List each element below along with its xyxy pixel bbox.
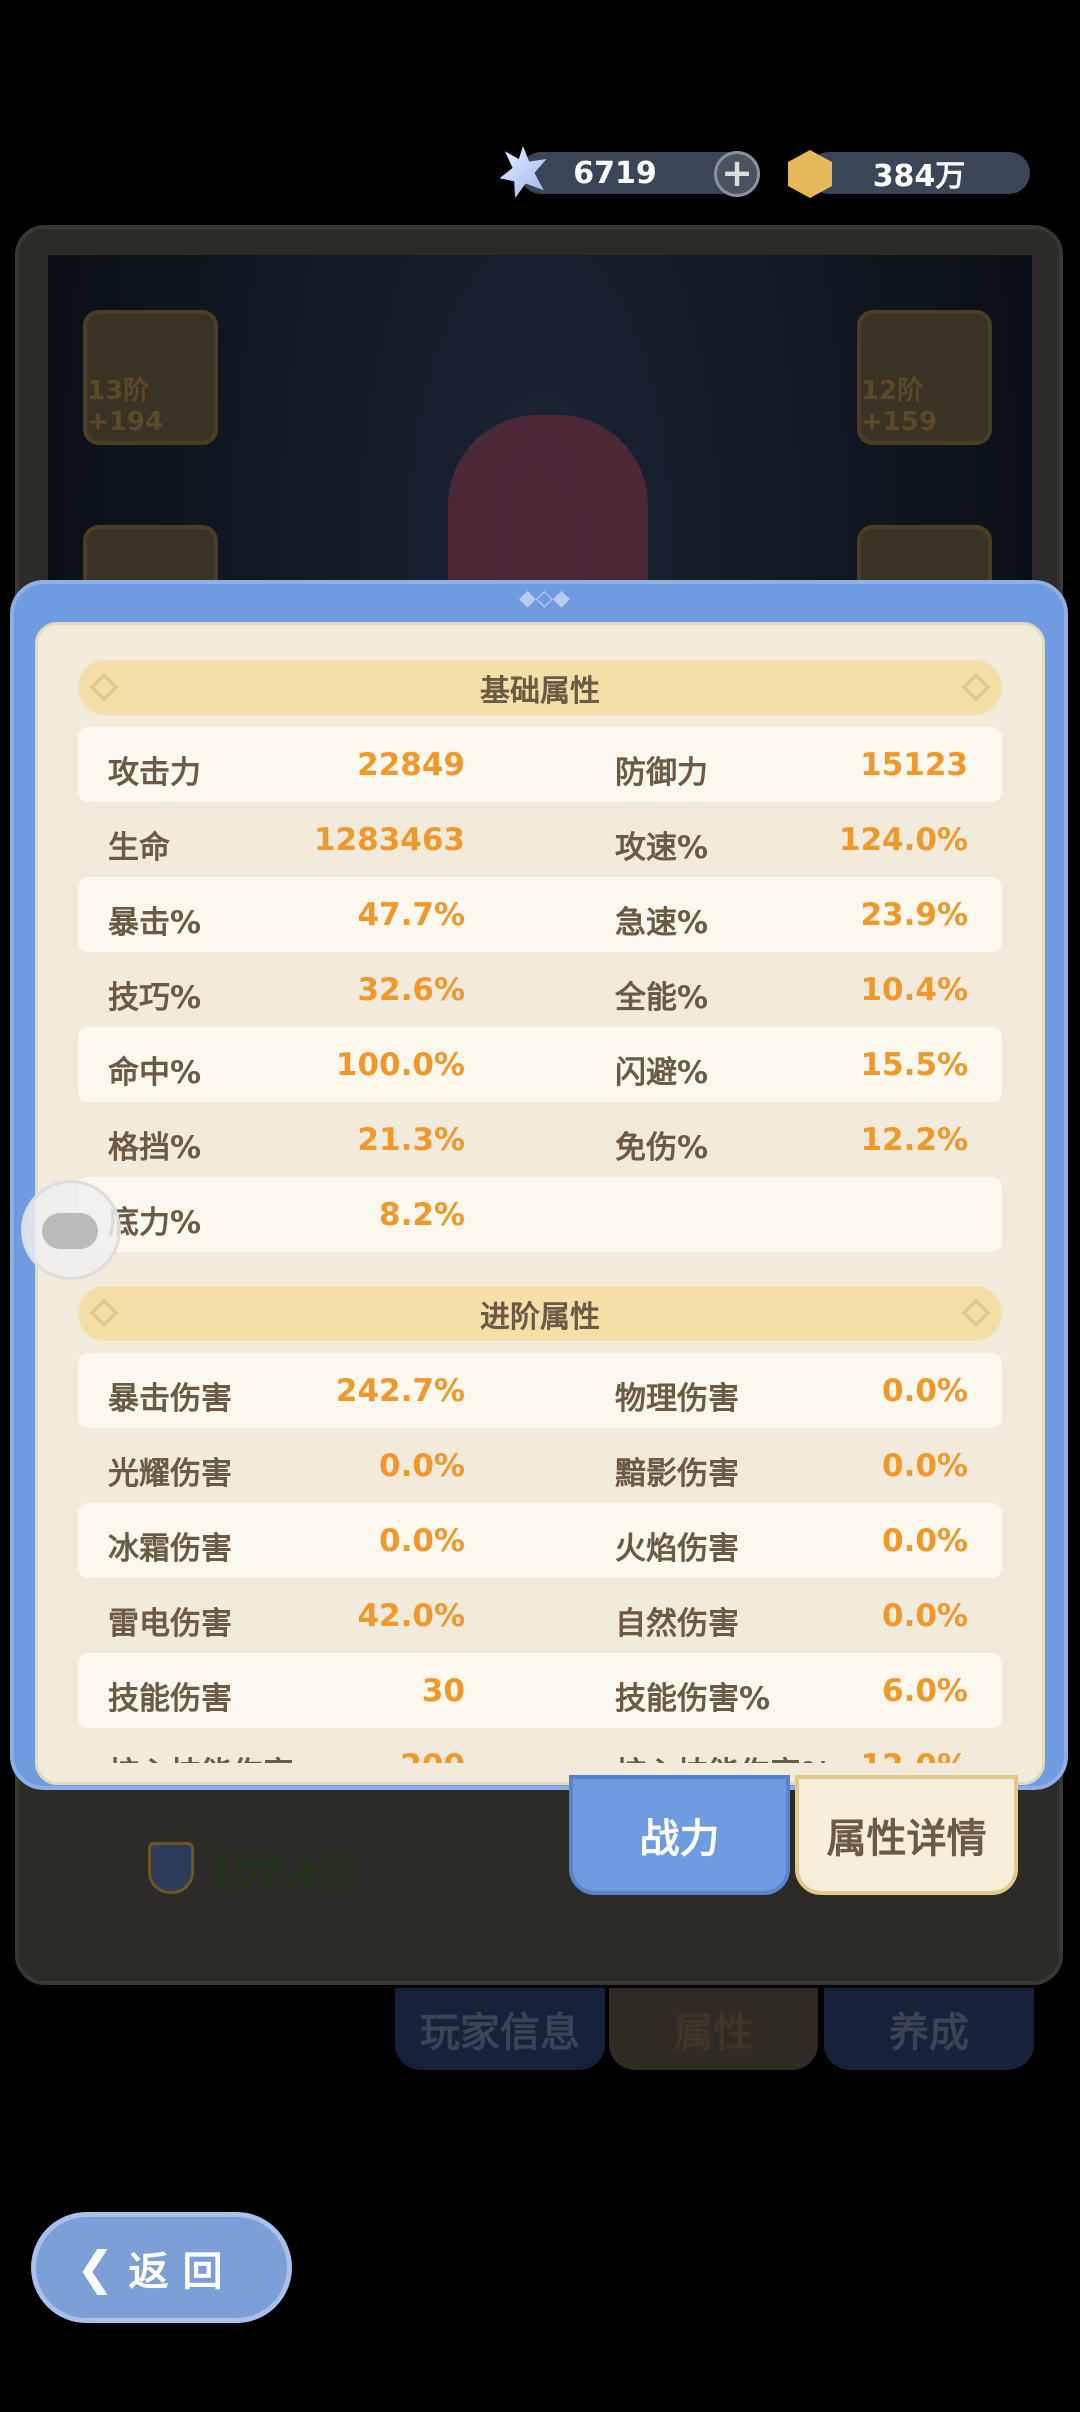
- shield-sword-icon: [148, 1842, 194, 1894]
- section-header: 基础属性: [78, 660, 1002, 715]
- attribute-label: 急速%: [615, 905, 709, 941]
- attribute-value: 12.2%: [860, 1122, 968, 1158]
- tab-power[interactable]: 战力: [569, 1775, 790, 1895]
- attribute-row: 格挡% 21.3% 免伤% 12.2%: [78, 1102, 1002, 1177]
- attribute-label: 技能伤害%: [615, 1681, 771, 1717]
- diamond-icon: [961, 1298, 991, 1328]
- attribute-label: 核心技能伤害%: [615, 1748, 832, 1763]
- attribute-row: 技巧% 32.6% 全能% 10.4%: [78, 952, 1002, 1027]
- tab-develop[interactable]: 养成: [824, 1988, 1034, 2070]
- attribute-row: 技能伤害 30 技能伤害% 6.0%: [78, 1653, 1002, 1728]
- attribute-label: 攻速%: [615, 830, 709, 866]
- attribute-value: 47.7%: [357, 897, 465, 933]
- attribute-label: 黯影伤害: [615, 1456, 739, 1492]
- gem-count: 6719: [573, 155, 657, 191]
- attribute-value: 0.0%: [882, 1523, 968, 1559]
- power-value: 107.4万: [210, 1854, 352, 1894]
- attribute-label: 技巧%: [108, 980, 202, 1016]
- tab-attribute-details[interactable]: 属性详情: [795, 1775, 1018, 1895]
- attribute-label: 火焰伤害: [615, 1531, 739, 1567]
- attribute-label: 格挡%: [108, 1130, 202, 1166]
- attribute-row: 核心技能伤害 200 核心技能伤害% 12.0%: [78, 1728, 1002, 1763]
- attribute-value: 0.0%: [379, 1448, 465, 1484]
- attribute-label: 生命: [108, 830, 170, 866]
- attribute-label: 防御力: [615, 755, 708, 791]
- attribute-value: 124.0%: [838, 822, 968, 858]
- attribute-row: 冰霜伤害 0.0% 火焰伤害 0.0%: [78, 1503, 1002, 1578]
- plus-icon[interactable]: +: [714, 151, 760, 197]
- attribute-label: 冰霜伤害: [108, 1531, 232, 1567]
- attribute-value: 0.0%: [882, 1373, 968, 1409]
- attribute-value: 6.0%: [882, 1673, 968, 1709]
- attribute-value: 242.7%: [335, 1373, 465, 1409]
- attribute-value: 23.9%: [860, 897, 968, 933]
- attribute-value: 0.0%: [882, 1448, 968, 1484]
- section-title: 基础属性: [480, 673, 600, 709]
- attribute-row: 生命 1283463 攻速% 124.0%: [78, 802, 1002, 877]
- attribute-label: 免伤%: [615, 1130, 709, 1166]
- attribute-row: 暴击伤害 242.7% 物理伤害 0.0%: [78, 1353, 1002, 1428]
- diamond-ornament-icon: ◆◇◆: [519, 586, 570, 611]
- attribute-label: 攻击力: [108, 755, 201, 791]
- attribute-label: 光耀伤害: [108, 1456, 232, 1492]
- equipment-slot-2[interactable]: 12阶+159: [857, 310, 992, 445]
- attribute-value: 15.5%: [860, 1047, 968, 1083]
- attribute-value: 21.3%: [357, 1122, 465, 1158]
- attribute-value: 100.0%: [335, 1047, 465, 1083]
- attributes-list[interactable]: 基础属性攻击力 22849 防御力 15123 生命 1283463 攻速% 124.0% 暴击…: [78, 655, 1002, 1763]
- diamond-icon: [89, 1298, 119, 1328]
- attribute-row: 雷电伤害 42.0% 自然伤害 0.0%: [78, 1578, 1002, 1653]
- attribute-label: 命中%: [108, 1055, 202, 1091]
- chat-icon: [42, 1213, 98, 1249]
- attribute-value: 10.4%: [860, 972, 968, 1008]
- diamond-icon: [89, 672, 119, 702]
- attribute-label: 雷电伤害: [108, 1606, 232, 1642]
- section-header: 进阶属性: [78, 1286, 1002, 1341]
- gold-counter: 384万: [808, 152, 1030, 194]
- attribute-value: 12.0%: [860, 1748, 968, 1763]
- chat-bubble-button[interactable]: [21, 1180, 121, 1280]
- attribute-row: 暴击% 47.7% 急速% 23.9%: [78, 877, 1002, 952]
- attribute-value: 200: [400, 1748, 465, 1763]
- attribute-label: 暴击伤害: [108, 1381, 232, 1417]
- attribute-value: 0.0%: [379, 1523, 465, 1559]
- attribute-value: 32.6%: [357, 972, 465, 1008]
- attribute-label: 核心技能伤害: [108, 1748, 294, 1763]
- back-button[interactable]: ❮ 返 回: [31, 2212, 292, 2323]
- gold-count: 384万: [872, 159, 966, 194]
- attribute-value: 1283463: [314, 822, 465, 858]
- attribute-row: 光耀伤害 0.0% 黯影伤害 0.0%: [78, 1428, 1002, 1503]
- attribute-value: 8.2%: [379, 1197, 465, 1233]
- attribute-label: 物理伤害: [615, 1381, 739, 1417]
- attribute-value: 0.0%: [882, 1598, 968, 1634]
- tab-attributes[interactable]: 属性: [609, 1988, 818, 2070]
- attribute-label: 全能%: [615, 980, 709, 1016]
- equipment-level: 13阶+194: [87, 376, 164, 437]
- attribute-label: 自然伤害: [615, 1606, 739, 1642]
- equipment-level: 12阶+159: [861, 376, 938, 437]
- tab-player-info[interactable]: 玩家信息: [395, 1988, 605, 2070]
- attribute-value: 30: [421, 1673, 465, 1709]
- back-label: 返 回: [128, 2248, 223, 2295]
- diamond-icon: [961, 672, 991, 702]
- equipment-slot-1[interactable]: 13阶+194: [83, 310, 218, 445]
- attribute-label: 底力%: [108, 1205, 202, 1241]
- section-title: 进阶属性: [480, 1299, 600, 1335]
- attribute-label: 技能伤害: [108, 1681, 232, 1717]
- attribute-value: 15123: [860, 747, 968, 783]
- attribute-value: 22849: [357, 747, 465, 783]
- attribute-label: 暴击%: [108, 905, 202, 941]
- attribute-value: 42.0%: [357, 1598, 465, 1634]
- attribute-row: 攻击力 22849 防御力 15123: [78, 727, 1002, 802]
- attribute-row: 底力% 8.2%: [78, 1177, 1002, 1252]
- back-arrow-icon: ❮: [76, 2240, 115, 2295]
- attribute-label: 闪避%: [615, 1055, 709, 1091]
- attribute-row: 命中% 100.0% 闪避% 15.5%: [78, 1027, 1002, 1102]
